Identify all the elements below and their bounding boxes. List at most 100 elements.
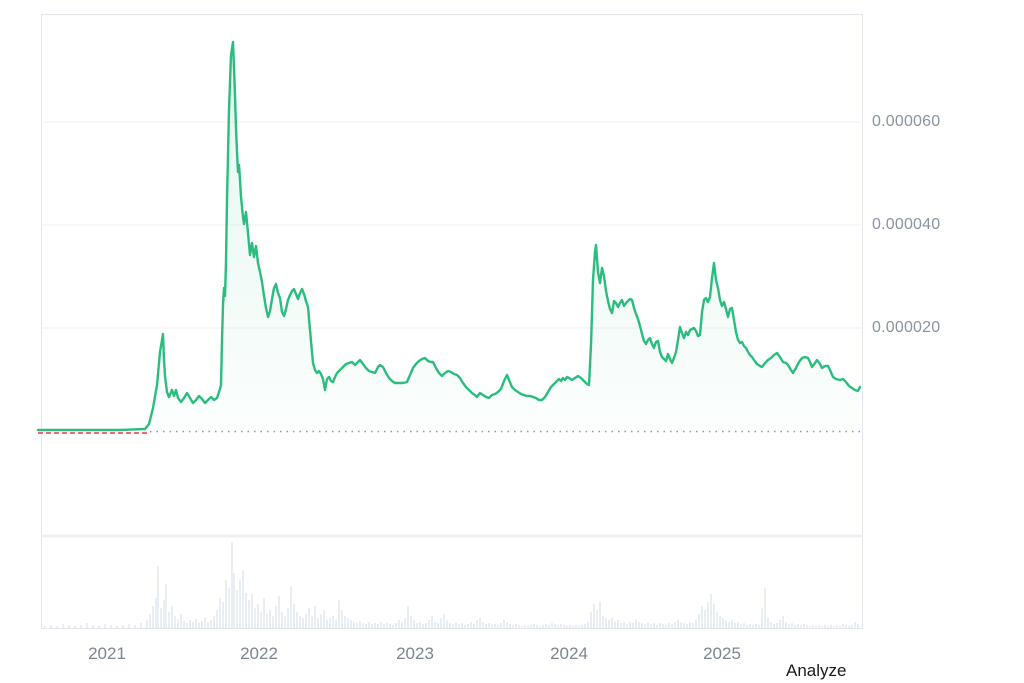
volume-bar <box>656 625 658 628</box>
volume-bar <box>668 623 670 628</box>
volume-bar <box>533 624 535 628</box>
volume-bar <box>509 624 511 628</box>
volume-bar <box>320 614 322 628</box>
volume-bar <box>371 624 373 628</box>
volume-bar <box>293 604 295 628</box>
volume-bar <box>434 622 436 628</box>
volume-bar <box>189 620 191 628</box>
volume-bar <box>152 606 154 628</box>
volume-bar <box>299 616 301 628</box>
volume-bar <box>527 626 529 628</box>
volume-bar <box>428 620 430 628</box>
volume-bar <box>686 624 688 628</box>
volume-bar <box>160 608 162 628</box>
volume-bar <box>539 626 541 628</box>
volume-bar <box>174 616 176 628</box>
volume-bar <box>704 610 706 628</box>
volume-bar <box>368 622 370 628</box>
volume-bar <box>186 623 188 628</box>
volume-bar <box>734 623 736 628</box>
volume-bar <box>374 623 376 628</box>
volume-bar <box>830 625 832 628</box>
volume-bar <box>183 621 185 628</box>
volume-bar <box>380 622 382 628</box>
x-axis-label: 2021 <box>88 644 126 663</box>
volume-bar <box>614 622 616 628</box>
volume-bar <box>743 623 745 628</box>
volume-bar <box>163 600 165 628</box>
volume-bar <box>677 620 679 628</box>
volume-bar <box>569 625 571 628</box>
volume-bar <box>833 626 835 628</box>
volume-bar <box>770 622 772 628</box>
volume-bar <box>198 623 200 628</box>
volume-bar <box>210 620 212 628</box>
volume-bar <box>192 622 194 628</box>
volume-bar <box>177 619 179 628</box>
volume-bar <box>80 625 82 628</box>
volume-bar <box>332 616 334 628</box>
volume-bar <box>213 616 215 628</box>
volume-bar <box>806 625 808 628</box>
volume-bar <box>506 622 508 628</box>
volume-bar <box>587 622 589 628</box>
volume-bar <box>650 624 652 628</box>
volume-bar <box>491 625 493 628</box>
volume-bar <box>611 618 613 628</box>
volume-bar <box>485 624 487 628</box>
volume-bar <box>407 606 409 628</box>
volume-bar <box>578 626 580 628</box>
volume-bar <box>839 626 841 628</box>
volume-bar <box>314 606 316 628</box>
volume-bar <box>467 624 469 628</box>
volume-bar <box>566 626 568 628</box>
volume-bar <box>449 623 451 628</box>
volume-bar <box>323 610 325 628</box>
volume-bar <box>404 618 406 628</box>
volume-bar <box>710 594 712 628</box>
volume-bar <box>782 616 784 628</box>
volume-bar <box>458 624 460 628</box>
volume-bar <box>222 602 224 628</box>
volume-bar <box>155 598 157 628</box>
volume-bar <box>824 625 826 628</box>
volume-bar <box>326 620 328 628</box>
volume-bar <box>335 620 337 628</box>
volume-bar <box>680 622 682 628</box>
volume-bar <box>171 606 173 628</box>
volume-bar <box>542 625 544 628</box>
volume-bar <box>761 608 763 628</box>
volume-bar <box>242 570 244 628</box>
volume-bar <box>362 623 364 628</box>
volume-bar <box>284 616 286 628</box>
volume-bar <box>701 606 703 628</box>
volume-bar <box>851 625 853 628</box>
volume-bar <box>116 626 118 628</box>
volume-bar <box>707 602 709 628</box>
volume-bar <box>353 622 355 628</box>
volume-bar <box>674 622 676 628</box>
volume-bar <box>272 616 274 628</box>
volume-bar <box>281 612 283 628</box>
volume-bar <box>263 598 265 628</box>
volume-bar <box>422 624 424 628</box>
volume-bar <box>836 625 838 628</box>
volume-bar <box>464 625 466 628</box>
analyze-button[interactable]: Analyze <box>786 661 847 680</box>
volume-bar <box>620 623 622 628</box>
volume-bar <box>629 622 631 628</box>
volume-bar <box>122 625 124 628</box>
volume-bar <box>104 624 106 628</box>
volume-bar <box>827 626 829 628</box>
y-axis-label: 0.000040 <box>872 216 941 233</box>
volume-bar <box>605 618 607 628</box>
volume-bar <box>482 622 484 628</box>
volume-bar <box>207 622 209 628</box>
volume-bar <box>641 623 643 628</box>
volume-bar <box>731 620 733 628</box>
volume-bar <box>278 596 280 628</box>
volume-bar <box>344 616 346 628</box>
volume-bar <box>779 620 781 628</box>
volume-bar <box>231 542 233 628</box>
